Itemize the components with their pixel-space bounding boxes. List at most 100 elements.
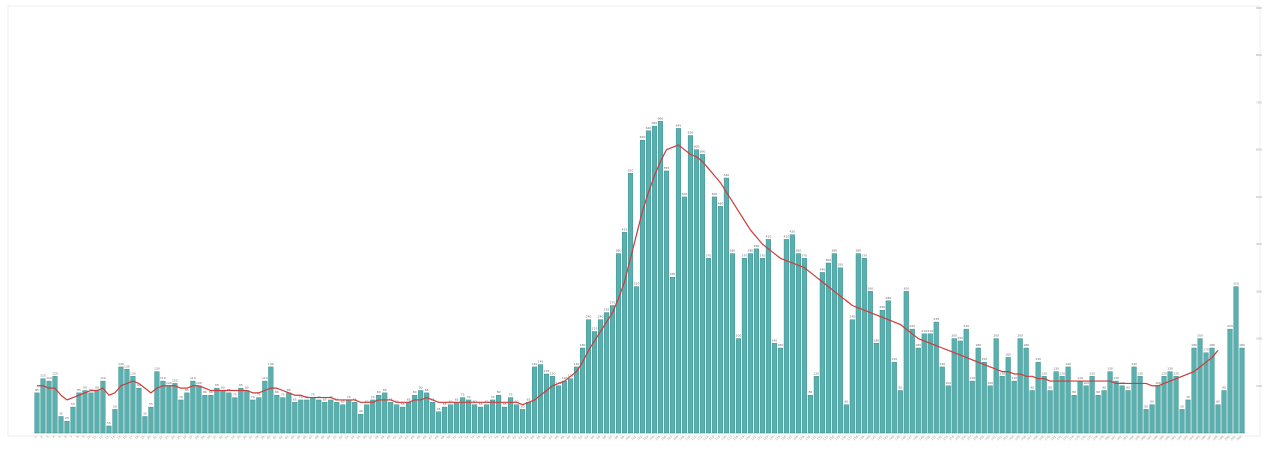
bar-value-label: 65	[335, 397, 339, 401]
x-tick-label: 181	[1110, 435, 1117, 442]
bar	[747, 253, 753, 434]
bar	[753, 248, 759, 434]
bar-value-label: 240	[586, 315, 592, 319]
bar-value-label: 90	[95, 386, 99, 390]
x-tick-label: 85	[536, 435, 542, 441]
x-tick-label: 76	[482, 435, 488, 441]
bar	[627, 173, 634, 434]
bar	[592, 331, 598, 434]
bar	[550, 376, 556, 434]
bar-value-label: 130	[1107, 367, 1113, 371]
y-tick-label: 200	[1256, 337, 1262, 341]
bar	[927, 333, 933, 434]
bar	[699, 154, 705, 434]
bar	[286, 392, 292, 434]
bar-value-label: 60	[449, 400, 453, 404]
x-tick-label: 150	[924, 435, 931, 442]
x-tick-label: 112	[696, 435, 703, 442]
bar	[633, 286, 640, 434]
bar	[454, 402, 460, 434]
bar	[466, 399, 472, 434]
x-tick-label: 106	[660, 435, 667, 442]
x-tick-label: 50	[326, 435, 332, 441]
x-tick-label: 27	[188, 435, 194, 441]
bar-value-label: 100	[1083, 381, 1089, 385]
x-tick-label: 8	[76, 435, 80, 439]
bar	[885, 300, 891, 434]
bar	[861, 258, 867, 434]
bar-value-label: 80	[808, 390, 812, 394]
x-tick-label: 100	[624, 435, 631, 442]
bar	[975, 347, 981, 434]
x-tick-label: 57	[368, 435, 374, 441]
bar	[310, 397, 316, 434]
x-tick-label: 77	[488, 435, 494, 441]
bar-value-label: 60	[365, 400, 369, 404]
bar	[430, 402, 436, 434]
x-tick-label: 22	[158, 435, 164, 441]
bar-value-label: 75	[509, 393, 513, 397]
bar	[436, 411, 442, 434]
bar-value-label: 120	[999, 371, 1005, 375]
bar	[328, 399, 334, 434]
bar	[508, 397, 514, 434]
x-tick-label: 62	[398, 435, 404, 441]
bar	[376, 395, 382, 434]
bar-value-label: 85	[185, 388, 189, 392]
x-tick-label: 178	[1092, 435, 1099, 442]
y-axis: 100 200 300 400 500 600 700 800 900	[1256, 6, 1262, 388]
bar	[663, 170, 670, 434]
bar-value-label: 540	[724, 173, 730, 177]
bar-value-label: 390	[754, 244, 760, 248]
x-tick-label: 17	[128, 435, 134, 441]
x-tick-label: 110	[684, 435, 691, 442]
bar-value-label: 140	[268, 362, 274, 366]
y-tick-label: 400	[1256, 242, 1262, 246]
x-tick-label: 108	[672, 435, 679, 442]
x-tick-label: 147	[906, 435, 913, 442]
bar	[831, 253, 837, 434]
bar-value-label: 150	[981, 357, 987, 361]
bar-value-label: 50	[113, 404, 117, 408]
bar-value-label: 70	[179, 395, 183, 399]
x-tick-label: 114	[708, 435, 715, 442]
bar-value-label: 65	[455, 397, 459, 401]
bar	[1011, 380, 1017, 434]
bar-value-label: 180	[580, 343, 586, 347]
bar	[358, 413, 364, 434]
x-tick-label: 188	[1152, 435, 1159, 442]
bar	[837, 267, 843, 434]
x-tick-label: 42	[278, 435, 284, 441]
bar-value-label: 70	[317, 395, 321, 399]
bar	[478, 406, 484, 434]
bar-value-label: 110	[262, 376, 268, 380]
bar-value-label: 65	[353, 397, 357, 401]
x-tick-label: 34	[230, 435, 236, 441]
x-tick-label: 31	[212, 435, 218, 441]
bar	[1017, 338, 1023, 434]
x-tick-label: 56	[362, 435, 368, 441]
x-tick-label: 172	[1056, 435, 1063, 442]
bar-value-label: 410	[784, 234, 790, 238]
x-tick-label: 132	[816, 435, 823, 442]
bar	[490, 399, 496, 434]
bar	[496, 395, 502, 434]
bar	[951, 338, 957, 434]
bar	[544, 373, 550, 434]
bar	[939, 366, 945, 434]
bar	[969, 380, 975, 434]
bar-value-label: 220	[909, 324, 915, 328]
bar-value-label: 380	[855, 249, 861, 253]
x-tick-label: 155	[954, 435, 961, 442]
bar-value-label: 630	[688, 131, 694, 135]
x-tick-label: 24	[170, 435, 176, 441]
bar	[154, 371, 160, 434]
bar-value-label: 600	[694, 145, 700, 149]
x-tick-label: 149	[918, 435, 925, 442]
x-tick-label: 122	[756, 435, 763, 442]
bar-value-label: 100	[1155, 381, 1161, 385]
bar	[472, 404, 478, 434]
bar-value-label: 70	[467, 395, 471, 399]
x-tick-label: 187	[1146, 435, 1153, 442]
bar	[1215, 404, 1221, 434]
